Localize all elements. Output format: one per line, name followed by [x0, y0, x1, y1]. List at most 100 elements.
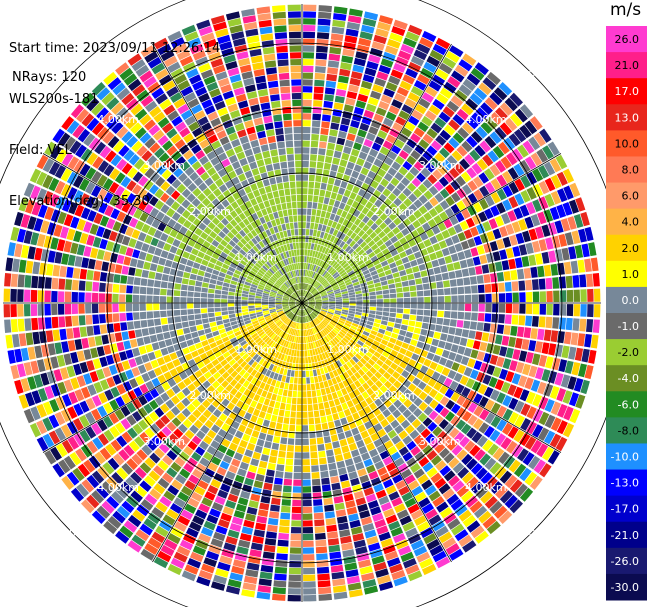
ppi-gate — [538, 278, 546, 290]
ppi-gate — [132, 249, 141, 259]
ppi-gate — [494, 215, 505, 227]
ppi-gate — [65, 279, 73, 290]
ppi-gate — [342, 300, 349, 303]
ppi-gate — [217, 256, 226, 263]
ppi-gate — [429, 399, 439, 409]
ppi-gate — [289, 376, 294, 384]
ppi-gate — [514, 193, 525, 206]
ppi-gate — [426, 450, 438, 461]
ppi-gate — [72, 467, 85, 482]
ppi-gate — [339, 331, 346, 337]
ppi-gate — [115, 486, 129, 499]
ppi-gate — [338, 522, 349, 531]
ppi-gate — [319, 346, 324, 354]
ppi-gate — [382, 335, 391, 342]
ppi-gate — [52, 329, 61, 342]
ppi-gate — [18, 259, 27, 273]
ppi-gate — [236, 347, 244, 354]
ppi-gate — [382, 311, 390, 317]
ppi-gate — [211, 389, 220, 399]
ppi-gate — [352, 412, 360, 421]
ppi-gate — [466, 117, 479, 130]
ppi-gate — [377, 168, 387, 178]
ppi-gate — [393, 399, 403, 409]
ppi-gate — [320, 470, 329, 478]
ppi-gate — [234, 382, 242, 391]
ppi-gate — [388, 385, 398, 394]
ppi-gate — [362, 374, 370, 382]
ppi-gate — [318, 287, 325, 292]
ppi-gate — [503, 271, 511, 281]
ppi-gate — [346, 332, 353, 339]
ppi-gate — [379, 385, 388, 394]
ppi-gate — [327, 276, 334, 282]
ppi-gate — [332, 328, 339, 335]
ppi-gate — [355, 343, 362, 350]
ppi-gate — [101, 500, 115, 514]
ppi-gate — [209, 342, 218, 349]
ppi-gate — [382, 478, 394, 489]
ppi-gate — [360, 197, 368, 206]
ppi-gate — [530, 266, 538, 278]
ppi-gate — [324, 316, 331, 322]
ppi-gate — [386, 134, 397, 144]
ppi-gate — [218, 367, 226, 375]
ppi-gate — [127, 514, 142, 528]
ppi-gate — [290, 533, 302, 541]
ppi-gate — [513, 386, 524, 399]
ppi-gate — [30, 232, 40, 246]
ppi-gate — [420, 428, 431, 439]
ppi-gate — [303, 276, 305, 283]
ppi-gate — [313, 410, 320, 418]
ppi-gate — [289, 301, 296, 303]
ppi-gate — [70, 216, 80, 229]
ppi-gate — [320, 261, 326, 268]
ppi-gate — [158, 340, 167, 349]
ppi-gate — [103, 520, 118, 535]
ppi-gate — [416, 309, 424, 316]
ppi-gate — [366, 320, 374, 326]
ppi-gate — [232, 559, 246, 569]
ppi-gate — [302, 201, 307, 208]
ppi-gate — [315, 52, 328, 60]
ppi-gate — [85, 281, 93, 292]
ppi-gate — [423, 533, 437, 545]
ppi-gate — [434, 403, 444, 414]
ppi-gate — [143, 403, 154, 414]
ppi-gate — [144, 362, 153, 372]
ppi-gate — [160, 414, 171, 425]
ppi-gate — [394, 92, 406, 103]
ppi-gate — [345, 28, 359, 37]
ppi-gate — [268, 331, 275, 338]
ppi-gate — [361, 391, 370, 400]
ppi-gate — [356, 203, 365, 212]
ppi-gate — [398, 485, 410, 496]
ppi-gate — [317, 573, 330, 581]
ppi-gate — [413, 545, 428, 557]
ppi-gate — [230, 379, 238, 387]
ppi-gate — [532, 168, 544, 182]
ppi-gate — [573, 214, 584, 228]
ppi-gate — [383, 198, 393, 207]
ppi-gate — [418, 194, 428, 205]
ppi-gate — [161, 324, 169, 332]
ppi-gate — [335, 144, 344, 152]
ppi-gate — [353, 106, 364, 116]
ppi-gate — [324, 317, 330, 323]
ppi-gate — [367, 97, 379, 106]
ppi-gate — [151, 255, 160, 264]
ppi-gate — [580, 211, 590, 227]
ppi-gate — [349, 272, 356, 279]
ppi-gate — [243, 333, 251, 340]
ppi-gate — [343, 42, 356, 51]
ppi-gate — [329, 299, 336, 302]
ppi-gate — [336, 238, 343, 246]
ppi-gate — [420, 67, 434, 79]
ppi-gate — [302, 79, 313, 86]
ppi-gate — [443, 124, 456, 136]
ppi-gate — [311, 288, 316, 294]
ppi-gate — [303, 283, 305, 290]
ppi-gate — [121, 235, 131, 246]
ppi-gate — [390, 69, 404, 80]
ppi-gate — [85, 303, 92, 314]
